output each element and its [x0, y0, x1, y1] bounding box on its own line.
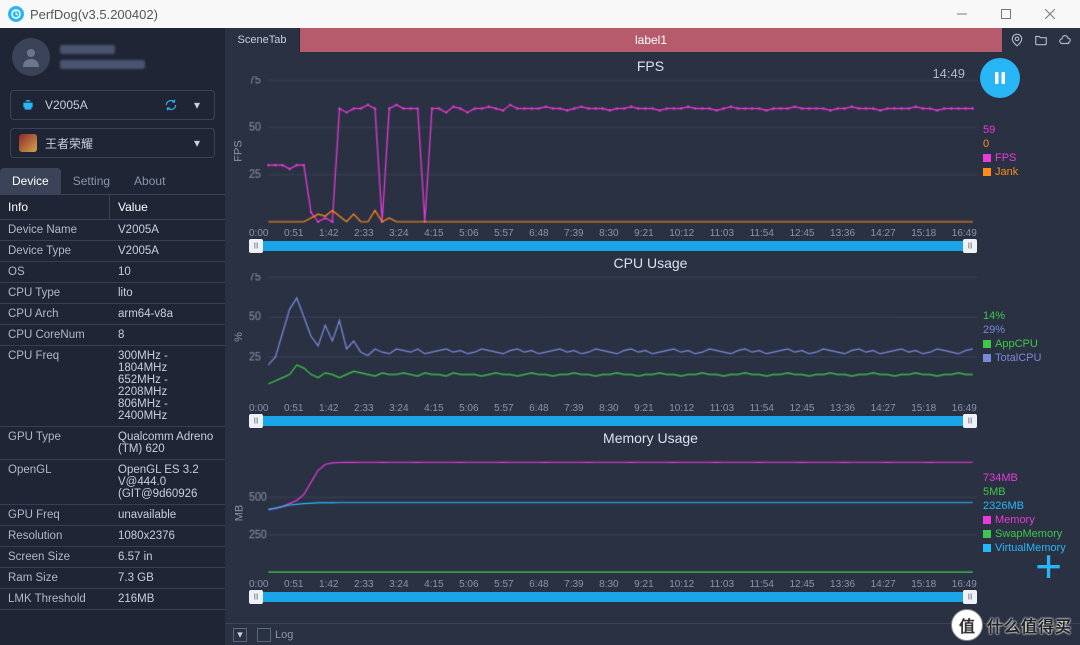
titlebar: PerfDog(v3.5.200402): [0, 0, 1080, 28]
legend-value: 29%: [983, 324, 1072, 336]
slider-handle-left[interactable]: |||: [249, 239, 263, 253]
maximize-button[interactable]: [984, 0, 1028, 28]
dropdown-toggle-icon[interactable]: ▾: [233, 628, 247, 642]
device-info-table: Device NameV2005ADevice TypeV2005AOS10CP…: [0, 220, 225, 645]
chart-title: Memory Usage: [229, 428, 1072, 448]
info-row: OS10: [0, 262, 225, 283]
info-row: LMK Threshold216MB: [0, 589, 225, 610]
app-logo-icon: [8, 6, 24, 22]
chart-canvas[interactable]: [249, 76, 977, 226]
android-icon: [19, 96, 37, 114]
slider-handle-right[interactable]: |||: [963, 239, 977, 253]
legend-item[interactable]: SwapMemory: [983, 528, 1072, 540]
legend-item[interactable]: FPS: [983, 152, 1072, 164]
tab-about[interactable]: About: [122, 168, 177, 194]
legend-value: 14%: [983, 310, 1072, 322]
info-row: Screen Size6.57 in: [0, 547, 225, 568]
sidebar-tabs: DeviceSettingAbout: [0, 168, 225, 195]
legend-item[interactable]: Jank: [983, 166, 1072, 178]
watermark-badge-icon: 值: [951, 609, 983, 641]
tab-device[interactable]: Device: [0, 168, 61, 194]
scene-tab[interactable]: SceneTab: [225, 28, 300, 52]
time-range-slider[interactable]: ||| |||: [249, 416, 977, 426]
x-axis: 0:000:511:422:333:244:155:065:576:487:39…: [249, 401, 977, 416]
tab-setting[interactable]: Setting: [61, 168, 122, 194]
legend-item[interactable]: AppCPU: [983, 338, 1072, 350]
time-range-slider[interactable]: ||| |||: [249, 241, 977, 251]
content-area: SceneTab label1 14:49 FPSFPS590FPSJank0:…: [225, 28, 1080, 645]
info-row: CPU Freq300MHz - 1804MHz 652MHz - 2208MH…: [0, 346, 225, 427]
time-range-slider[interactable]: ||| |||: [249, 592, 977, 602]
minimize-button[interactable]: [940, 0, 984, 28]
x-axis: 0:000:511:422:333:244:155:065:576:487:39…: [249, 577, 977, 592]
info-row: Device NameV2005A: [0, 220, 225, 241]
legend-value: 734MB: [983, 472, 1072, 484]
chart-title: CPU Usage: [229, 253, 1072, 273]
slider-handle-right[interactable]: |||: [963, 414, 977, 428]
close-button[interactable]: [1028, 0, 1072, 28]
legend-item[interactable]: Memory: [983, 514, 1072, 526]
avatar-icon: [12, 38, 50, 76]
device-picker[interactable]: V2005A ▾: [10, 90, 215, 120]
scene-label[interactable]: label1: [300, 28, 1002, 52]
sidebar: V2005A ▾ 王者荣耀 ▾ DeviceSettingAbout Info …: [0, 28, 225, 645]
info-row: Ram Size7.3 GB: [0, 568, 225, 589]
slider-handle-left[interactable]: |||: [249, 414, 263, 428]
y-axis-label: MB: [229, 448, 249, 576]
add-icon[interactable]: +: [1035, 543, 1062, 589]
watermark-text: 什么值得买: [987, 613, 1072, 637]
legend-item[interactable]: TotalCPU: [983, 352, 1072, 364]
window-title: PerfDog(v3.5.200402): [30, 7, 158, 22]
info-row: Device TypeV2005A: [0, 241, 225, 262]
location-icon[interactable]: [1006, 33, 1028, 47]
device-name: V2005A: [45, 98, 154, 112]
chevron-down-icon: ▾: [188, 134, 206, 152]
app-picker[interactable]: 王者荣耀 ▾: [10, 128, 215, 158]
app-name: 王者荣耀: [45, 135, 180, 152]
scene-bar: SceneTab label1: [225, 28, 1080, 52]
watermark: 值 什么值得买: [951, 609, 1072, 641]
slider-handle-right[interactable]: |||: [963, 590, 977, 604]
info-header: Info Value: [0, 195, 225, 220]
chart-canvas[interactable]: [249, 448, 977, 576]
app-icon: [19, 134, 37, 152]
chart-fps: FPSFPS590FPSJank0:000:511:422:333:244:15…: [229, 56, 1072, 251]
y-axis-label: %: [229, 273, 249, 401]
info-row: CPU Archarm64-v8a: [0, 304, 225, 325]
legend-value: 5MB: [983, 486, 1072, 498]
legend-value: 0: [983, 138, 1072, 150]
info-row: Resolution1080x2376: [0, 526, 225, 547]
chart-mem: Memory UsageMB 734MB 5MB 2326MB Memory SwapMe…: [229, 428, 1072, 601]
slider-handle-left[interactable]: |||: [249, 590, 263, 604]
legend-value: 59: [983, 124, 1072, 136]
chevron-down-icon: ▾: [188, 96, 206, 114]
pause-button[interactable]: [980, 58, 1020, 98]
x-axis: 0:000:511:422:333:244:155:065:576:487:39…: [249, 226, 977, 241]
chart-cpu: CPU Usage% 14% 29% AppCPU TotalCPU 0:000:511:…: [229, 253, 1072, 426]
checkbox-icon: [257, 628, 271, 642]
folder-icon[interactable]: [1030, 33, 1052, 47]
info-row: CPU CoreNum8: [0, 325, 225, 346]
info-row: GPU TypeQualcomm Adreno (TM) 620: [0, 427, 225, 460]
info-row: GPU Frequnavailable: [0, 505, 225, 526]
cloud-icon[interactable]: [1054, 33, 1076, 47]
chart-legend: 59 0 FPS Jank: [977, 76, 1072, 226]
info-row: OpenGLOpenGL ES 3.2 V@444.0 (GIT@9d60926: [0, 460, 225, 505]
chart-canvas[interactable]: [249, 273, 977, 401]
user-profile[interactable]: [0, 28, 225, 86]
log-checkbox[interactable]: Log: [257, 628, 293, 642]
y-axis-label: FPS: [229, 76, 249, 226]
refresh-icon[interactable]: [162, 96, 180, 114]
legend-value: 2326MB: [983, 500, 1072, 512]
chart-legend: 14% 29% AppCPU TotalCPU: [977, 273, 1072, 401]
user-name-redacted: [60, 45, 145, 69]
info-row: CPU Typelito: [0, 283, 225, 304]
